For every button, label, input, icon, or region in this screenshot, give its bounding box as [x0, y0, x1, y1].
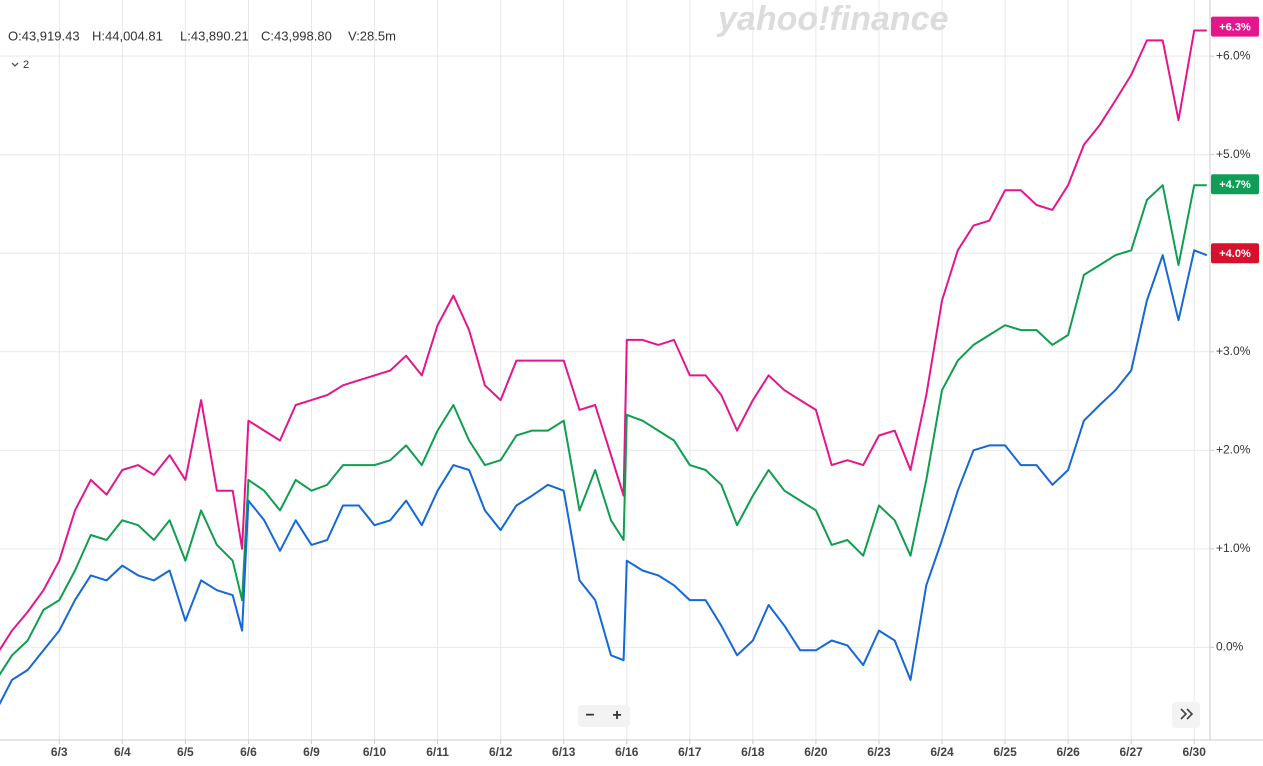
lines [0, 29, 1208, 706]
x-tick-label: 6/10 [363, 745, 387, 759]
end-badge-label: +6.3% [1219, 22, 1251, 34]
x-tick-label: 6/6 [240, 745, 257, 759]
x-tick-label: 6/24 [930, 745, 954, 759]
chevron[interactable] [11, 62, 19, 67]
series-count[interactable]: 2 [23, 59, 29, 71]
x-tick-label: 6/17 [678, 745, 702, 759]
x-tick-label: 6/13 [552, 745, 576, 759]
x-tick-label: 6/12 [489, 745, 513, 759]
x-tick-label: 6/20 [804, 745, 828, 759]
x-tick-label: 6/9 [303, 745, 320, 759]
x-tick-label: 6/30 [1183, 745, 1207, 759]
close: C:43,998.80 [261, 28, 332, 43]
x-tick-label: 6/5 [177, 745, 194, 759]
zoom-out[interactable]: − [585, 707, 594, 724]
x-tick-label: 6/4 [114, 745, 131, 759]
y-tick-label: +1.0% [1216, 541, 1251, 555]
series-line [0, 184, 1207, 676]
end-badge [1211, 243, 1259, 264]
logo: yahoo!finance [716, 0, 948, 38]
scroll-icon [1180, 708, 1194, 720]
labels: +6.3% +4.7% +4.0% [1211, 16, 1259, 264]
x-tick-label: 6/25 [993, 745, 1017, 759]
scroll-right[interactable] [1172, 702, 1200, 728]
end-badge [1211, 16, 1259, 37]
x-tick-label: 6/16 [615, 745, 639, 759]
y-tick-label: 0.0% [1216, 640, 1244, 654]
y-tick-label: +3.0% [1216, 344, 1251, 358]
high: H:44,004.81 [92, 28, 163, 43]
zoom-in[interactable]: + [612, 707, 621, 724]
series-line [0, 29, 1207, 652]
x-tick-label: 6/26 [1056, 745, 1080, 759]
series-line [0, 249, 1208, 706]
open: O:43,919.43 [8, 28, 80, 43]
x-tick-label: 6/3 [51, 745, 68, 759]
y-tick-label: +2.0% [1216, 442, 1251, 456]
low: L:43,890.21 [180, 28, 249, 43]
x-tick-label: 6/18 [741, 745, 765, 759]
end-badge-label: +4.0% [1219, 248, 1251, 260]
x-tick-label: 6/11 [426, 745, 449, 759]
x-tick-label: 6/27 [1120, 745, 1144, 759]
x-tick-label: 6/23 [867, 745, 891, 759]
end-badge [1211, 174, 1259, 195]
y-tick-label: +5.0% [1216, 147, 1251, 161]
zoom-box [578, 705, 630, 727]
end-badge-label: +4.7% [1219, 179, 1251, 191]
y-tick-label: +6.0% [1216, 48, 1251, 62]
volume: V:28.5m [348, 28, 396, 43]
